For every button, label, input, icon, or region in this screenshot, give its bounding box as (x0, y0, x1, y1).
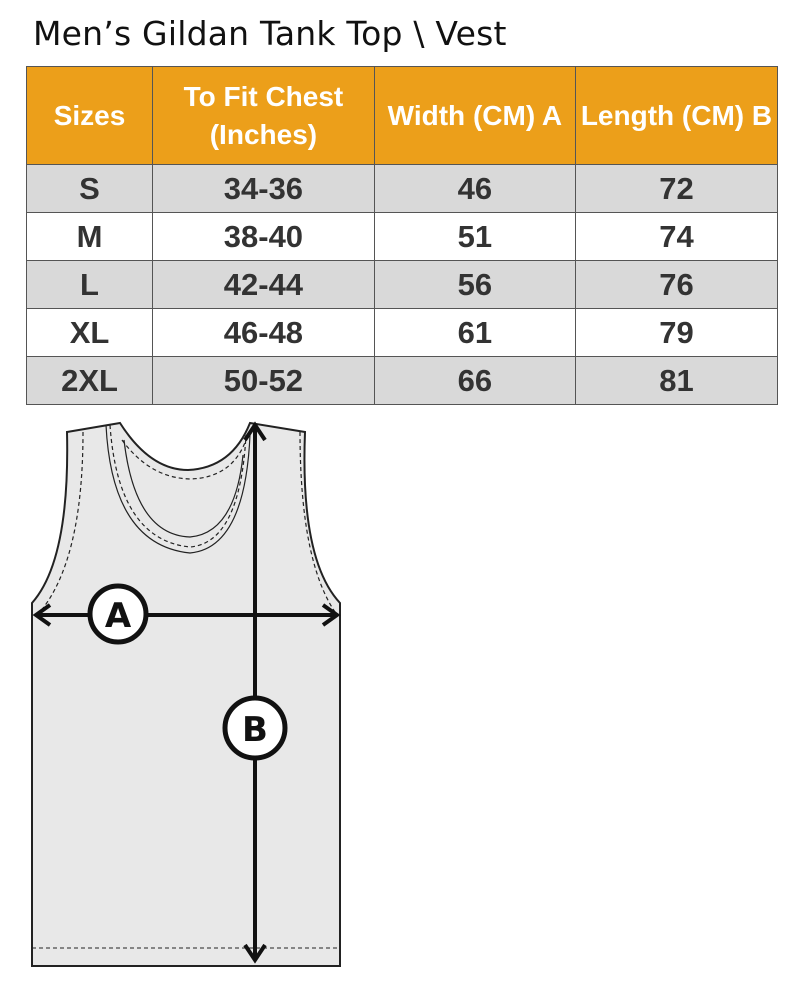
header-sizes: Sizes (25, 66, 154, 165)
length-arrow-b (243, 421, 267, 964)
table-cell: 81 (574, 356, 779, 405)
table-cell: 74 (574, 212, 779, 261)
table-row: L 42-44 56 76 (25, 260, 779, 309)
table-cell: 56 (373, 260, 576, 309)
label-a: A (105, 596, 132, 636)
size-chart-table: Sizes To Fit Chest (Inches) Width (CM) A… (25, 66, 779, 405)
header-width: Width (CM) A (373, 66, 576, 165)
page-title: Men’s Gildan Tank Top \ Vest (33, 14, 507, 53)
table-cell: 51 (373, 212, 576, 261)
label-b: B (242, 710, 268, 750)
table-cell: 66 (373, 356, 576, 405)
table-cell: 79 (574, 308, 779, 357)
table-cell: 50-52 (152, 356, 375, 405)
table-row: M 38-40 51 74 (25, 212, 779, 261)
table-cell: 42-44 (152, 260, 375, 309)
table-cell: XL (25, 308, 154, 357)
table-cell: 46 (373, 164, 576, 213)
width-arrow-a (32, 603, 341, 627)
table-cell: 61 (373, 308, 576, 357)
table-cell: 2XL (25, 356, 154, 405)
table-header-row: Sizes To Fit Chest (Inches) Width (CM) A… (25, 66, 779, 165)
table-cell: 46-48 (152, 308, 375, 357)
header-chest: To Fit Chest (Inches) (152, 66, 375, 165)
tank-top-outline (31, 421, 341, 967)
table-row: XL 46-48 61 79 (25, 308, 779, 357)
table-cell: M (25, 212, 154, 261)
table-cell: 38-40 (152, 212, 375, 261)
header-length: Length (CM) B (574, 66, 779, 165)
table-cell: 76 (574, 260, 779, 309)
table-cell: S (25, 164, 154, 213)
table-row: 2XL 50-52 66 81 (25, 356, 779, 405)
table-cell: 72 (574, 164, 779, 213)
